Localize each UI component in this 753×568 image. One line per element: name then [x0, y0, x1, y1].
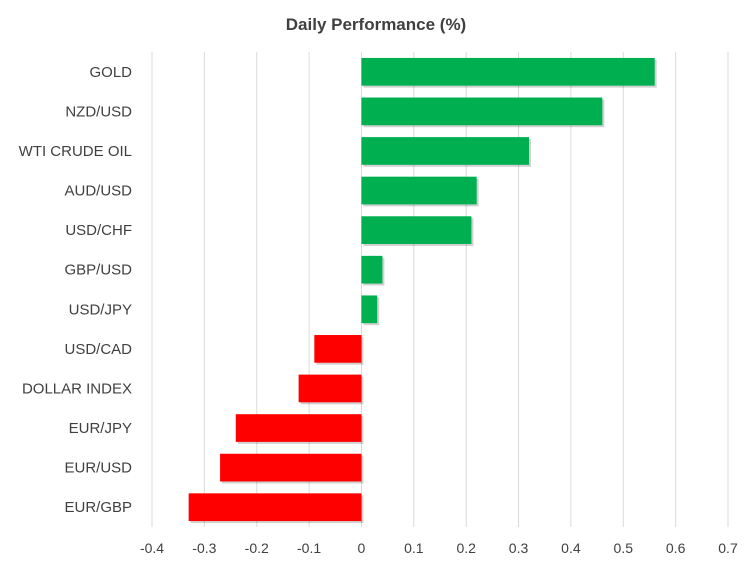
bar — [361, 57, 655, 86]
category-label: EUR/USD — [64, 460, 132, 477]
category-label: NZD/USD — [65, 103, 132, 120]
bar — [361, 295, 378, 324]
x-tick-label: 0.1 — [404, 540, 424, 556]
category-label: GBP/USD — [64, 262, 132, 279]
category-label: DOLLAR INDEX — [22, 380, 132, 397]
bar — [361, 97, 603, 126]
bar — [298, 374, 362, 403]
chart-title: Daily Performance (%) — [286, 15, 466, 34]
x-axis-tick-labels: -0.4 -0.3 -0.2 -0.1 0 0.1 0.2 0.3 0.4 0.5 0.6 0.7 — [140, 540, 738, 556]
category-label: AUD/USD — [64, 183, 132, 200]
category-label: EUR/JPY — [69, 420, 132, 437]
x-tick-label: 0.2 — [456, 540, 476, 556]
x-tick-label: 0 — [358, 540, 366, 556]
category-label: USD/JPY — [69, 301, 132, 318]
category-labels: GOLD NZD/USD WTI CRUDE OIL AUD/USD USD/CHF GB… — [19, 64, 133, 516]
x-tick-label: 0.3 — [509, 540, 529, 556]
bar — [361, 137, 530, 165]
x-tick-label: -0.4 — [140, 540, 164, 556]
x-tick-label: 0.6 — [666, 540, 686, 556]
bar — [220, 453, 362, 482]
bar — [361, 216, 472, 244]
gridlines — [151, 52, 729, 527]
category-label: WTI CRUDE OIL — [19, 143, 132, 160]
x-tick-label: 0.4 — [561, 540, 581, 556]
bar — [235, 414, 362, 442]
x-tick-label: 0.5 — [614, 540, 634, 556]
x-tick-label: -0.2 — [245, 540, 269, 556]
bar — [361, 255, 383, 284]
category-label: USD/CHF — [65, 222, 132, 239]
bar — [188, 493, 362, 522]
category-label: EUR/GBP — [64, 499, 132, 516]
bar — [314, 335, 362, 363]
category-label: USD/CAD — [64, 341, 132, 358]
bar — [361, 176, 477, 205]
x-tick-label: -0.1 — [297, 540, 321, 556]
x-tick-label: -0.3 — [192, 540, 216, 556]
x-tick-label: 0.7 — [718, 540, 738, 556]
category-label: GOLD — [89, 64, 132, 81]
bars — [188, 57, 657, 524]
